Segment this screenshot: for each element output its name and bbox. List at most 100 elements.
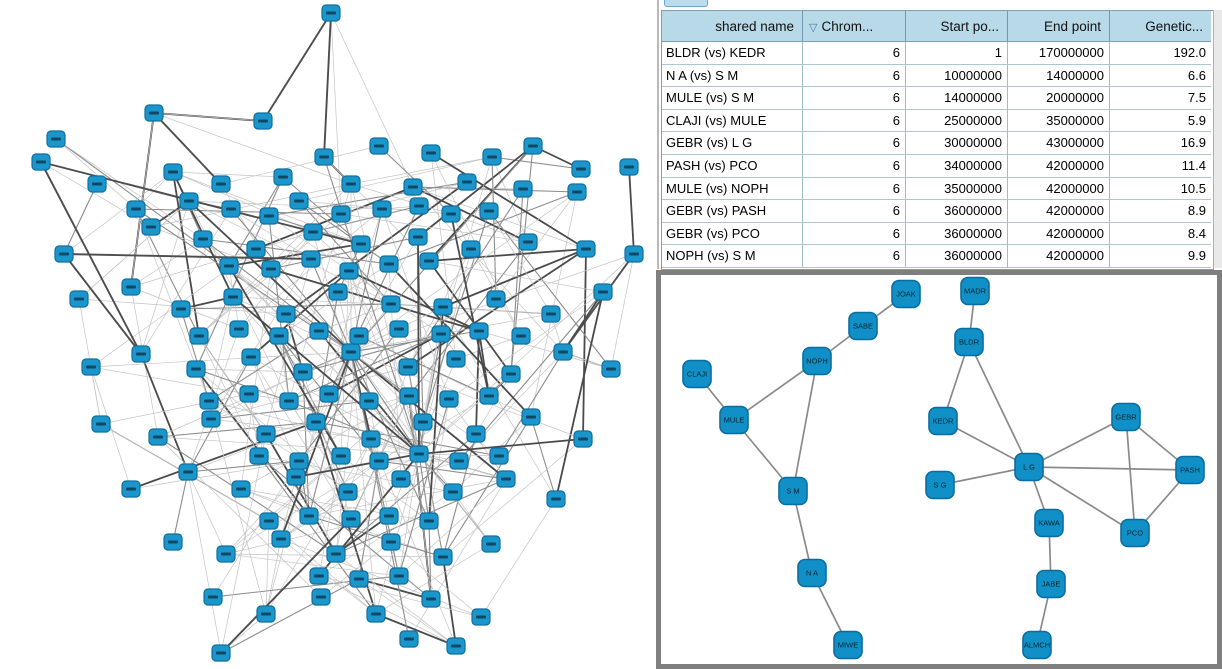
overview-node[interactable] [331,447,351,465]
overview-node[interactable] [253,112,273,130]
overview-node[interactable] [523,137,543,155]
cell-value[interactable]: 10000000 [905,64,1007,88]
cell-value[interactable]: 43000000 [1007,132,1109,155]
overview-node[interactable] [239,385,259,403]
overview-node[interactable] [413,413,433,431]
overview-node[interactable] [256,425,276,443]
overview-node[interactable] [271,530,291,548]
overview-node[interactable] [289,452,309,470]
overview-node[interactable] [309,567,329,585]
overview-node[interactable] [466,425,486,443]
overview-node[interactable] [321,4,341,22]
overview-node[interactable] [256,605,276,623]
cell-shared-name[interactable]: MULE (vs) S M [662,87,802,110]
overview-node[interactable] [121,480,141,498]
cell-shared-name[interactable]: PASH (vs) PCO [662,154,802,178]
overview-node[interactable] [241,348,261,366]
overview-node[interactable] [553,343,573,361]
overview-node[interactable] [193,230,213,248]
overview-node[interactable] [431,325,451,343]
overview-node[interactable] [513,180,533,198]
cell-value[interactable]: 42000000 [1007,154,1109,178]
overview-network-canvas[interactable] [0,0,655,669]
overview-node[interactable] [306,413,326,431]
cell-value[interactable]: 35000000 [1007,109,1109,133]
overview-node[interactable] [199,392,219,410]
overview-node[interactable] [366,605,386,623]
overview-node[interactable] [303,223,323,241]
column-header-shared-name[interactable]: shared name [662,11,802,42]
overview-node[interactable] [439,390,459,408]
overview-node[interactable] [261,260,281,278]
overview-node[interactable] [398,358,418,376]
overview-node[interactable] [391,470,411,488]
cell-shared-name[interactable]: N A (vs) S M [662,64,802,88]
overview-node[interactable] [331,205,351,223]
cell-value[interactable]: 35000000 [905,177,1007,201]
network-node-KEDR[interactable]: KEDR [928,406,958,436]
overview-node[interactable] [419,512,439,530]
network-node-MULE[interactable]: MULE [719,405,749,435]
cell-shared-name[interactable]: MULE (vs) NOPH [662,177,802,201]
overview-node[interactable] [46,130,66,148]
overview-node[interactable] [341,175,361,193]
overview-node[interactable] [211,644,231,662]
overview-node[interactable] [433,548,453,566]
overview-node[interactable] [361,430,381,448]
cell-value[interactable]: 14000000 [905,87,1007,110]
overview-node[interactable] [326,545,346,563]
overview-node[interactable] [546,490,566,508]
overview-node[interactable] [576,240,596,258]
network-node-MIWE[interactable]: MIWE [833,630,863,660]
cell-value[interactable]: 42000000 [1007,200,1109,223]
overview-node[interactable] [339,262,359,280]
cell-value[interactable]: 6 [802,154,905,178]
overview-node[interactable] [221,200,241,218]
cell-value[interactable]: 6 [802,132,905,155]
overview-node[interactable] [311,588,331,606]
overview-node[interactable] [471,608,491,626]
overview-node[interactable] [379,255,399,273]
cell-value[interactable]: 36000000 [905,245,1007,268]
overview-node[interactable] [399,630,419,648]
cell-shared-name[interactable]: GEBR (vs) PASH [662,200,802,223]
overview-node[interactable] [399,387,419,405]
network-node-ALMCH[interactable]: ALMCH [1022,630,1052,660]
overview-node[interactable] [479,387,499,405]
overview-node[interactable] [178,463,198,481]
overview-node[interactable] [408,228,428,246]
cell-value[interactable]: 6 [802,245,905,268]
overview-node[interactable] [309,322,329,340]
overview-node[interactable] [481,535,501,553]
overview-node[interactable] [379,507,399,525]
network-node-S M[interactable]: S M [778,476,808,506]
cell-shared-name[interactable]: GEBR (vs) L G [662,132,802,155]
edge-L G-PASH[interactable] [1028,466,1191,471]
overview-node[interactable] [446,637,466,655]
overview-node[interactable] [419,252,439,270]
edge-NOPH-S M[interactable] [792,360,818,492]
cell-value[interactable]: 36000000 [905,200,1007,223]
overview-node[interactable] [293,363,313,381]
overview-node[interactable] [369,137,389,155]
overview-node[interactable] [443,483,463,501]
edge-GEBR-PCO[interactable] [1125,416,1136,534]
column-header-start-po---[interactable]: Start po... [905,11,1007,42]
overview-node[interactable] [249,447,269,465]
edge-L G-PCO[interactable] [1028,466,1136,534]
table-row[interactable]: GEBR (vs) L G 6 30000000 43000000 16.9 [662,132,1213,155]
overview-node[interactable] [219,257,239,275]
collapsed-tab[interactable] [664,0,708,7]
network-node-NOPH[interactable]: NOPH [802,346,832,376]
overview-node[interactable] [381,295,401,313]
cell-value[interactable]: 20000000 [1007,87,1109,110]
overview-node[interactable] [91,415,111,433]
cell-value[interactable]: 7.5 [1109,87,1211,110]
overview-node[interactable] [131,345,151,363]
overview-node[interactable] [446,350,466,368]
overview-node[interactable] [441,205,461,223]
overview-node[interactable] [501,365,521,383]
overview-node[interactable] [144,104,164,122]
overview-node[interactable] [163,533,183,551]
cell-shared-name[interactable]: NOPH (vs) S M [662,245,802,268]
